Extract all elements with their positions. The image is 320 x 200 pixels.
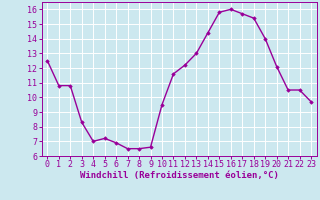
X-axis label: Windchill (Refroidissement éolien,°C): Windchill (Refroidissement éolien,°C) xyxy=(80,171,279,180)
